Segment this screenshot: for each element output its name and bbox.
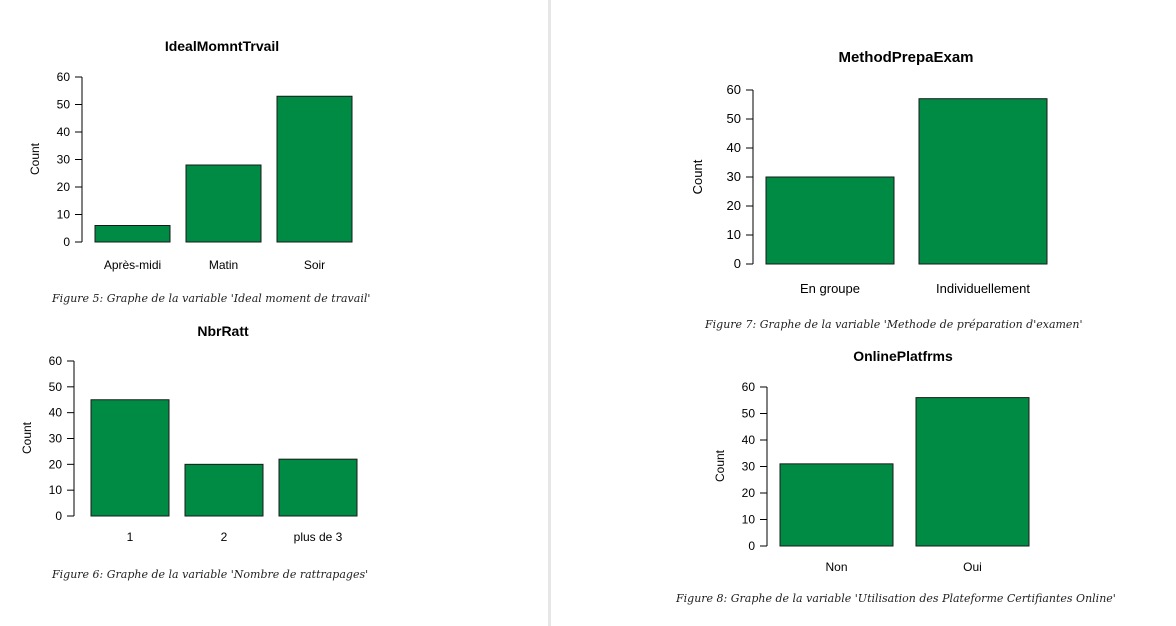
chart-method-prepa: MethodPrepaExam Count 0 10 20 30 40 50 60 En g…	[690, 49, 1048, 296]
y-tick-label: 10	[49, 483, 63, 497]
figure-caption: Figure 8: Graphe de la variable 'Utilisa…	[676, 592, 1116, 605]
y-tick-label: 0	[734, 256, 741, 271]
x-tick-label: Soir	[304, 258, 325, 272]
chart-title: NbrRatt	[197, 323, 249, 339]
y-axis-label: Count	[20, 421, 34, 454]
y-axis-label: Count	[28, 142, 42, 175]
x-tick-label: En groupe	[800, 281, 860, 296]
y-axis-label: Count	[713, 449, 727, 482]
y-tick-label: 30	[49, 432, 63, 446]
x-tick-label: 1	[127, 530, 134, 544]
bar-2	[184, 463, 264, 517]
chart-online-platforms: OnlinePlatfrms Count 0 10 20 30 40 50 60 Non Ou…	[713, 348, 1030, 574]
bar-individuellement	[918, 98, 1048, 265]
y-tick-label: 20	[57, 180, 71, 194]
bar-apr-s-midi	[94, 225, 171, 243]
chart-ideal-moment: IdealMomntTrvail Count 0 10 20 30 40 50 60 Apr…	[28, 38, 353, 272]
y-tick-label: 30	[742, 460, 756, 474]
y-tick-label: 10	[57, 208, 71, 222]
y-tick-label: 10	[742, 513, 756, 527]
figure-caption: Figure 6: Graphe de la variable 'Nombre …	[52, 568, 369, 581]
y-tick-label: 40	[742, 433, 756, 447]
y-tick-label: 20	[742, 486, 756, 500]
y-tick-label: 60	[49, 354, 63, 368]
y-tick-label: 50	[49, 380, 63, 394]
x-tick-label: Après-midi	[104, 258, 161, 272]
y-tick-label: 50	[57, 98, 71, 112]
y-tick-label: 50	[727, 111, 741, 126]
chart-title: IdealMomntTrvail	[165, 38, 279, 54]
y-tick-label: 60	[742, 380, 756, 394]
x-tick-label: Matin	[209, 258, 238, 272]
y-axis-label: Count	[690, 159, 705, 194]
y-tick-label: 0	[63, 235, 70, 249]
chart-nbr-ratt: NbrRatt Count 0 10 20 30 40 50 60 1 2 plus de 3	[20, 323, 358, 544]
y-tick-label: 20	[727, 198, 741, 213]
y-tick-label: 30	[727, 169, 741, 184]
page-divider	[548, 0, 551, 626]
bar-oui	[915, 397, 1030, 547]
chart-title: MethodPrepaExam	[838, 49, 973, 66]
bar-plus-de-3	[278, 458, 358, 517]
chart-title: OnlinePlatfrms	[853, 348, 953, 364]
y-tick-label: 40	[57, 125, 71, 139]
figure-caption: Figure 7: Graphe de la variable 'Methode…	[705, 318, 1083, 331]
x-tick-label: Individuellement	[936, 281, 1030, 296]
y-tick-label: 0	[55, 509, 62, 523]
y-tick-label: 60	[57, 70, 71, 84]
y-tick-label: 60	[727, 82, 741, 97]
bar-1	[90, 399, 170, 517]
x-tick-label: 2	[221, 530, 228, 544]
x-tick-label: plus de 3	[294, 530, 343, 544]
y-tick-label: 30	[57, 153, 71, 167]
bar-soir	[276, 95, 353, 243]
y-tick-label: 50	[742, 407, 756, 421]
x-tick-label: Oui	[963, 560, 982, 574]
y-tick-label: 40	[49, 406, 63, 420]
bar-en-groupe	[765, 176, 895, 265]
figure-caption: Figure 5: Graphe de la variable 'Ideal m…	[52, 292, 371, 305]
y-tick-label: 0	[748, 539, 755, 553]
y-tick-label: 20	[49, 457, 63, 471]
y-tick-label: 10	[727, 227, 741, 242]
y-tick-label: 40	[727, 140, 741, 155]
x-tick-label: Non	[825, 560, 847, 574]
bar-non	[779, 463, 894, 547]
bar-matin	[185, 164, 262, 243]
